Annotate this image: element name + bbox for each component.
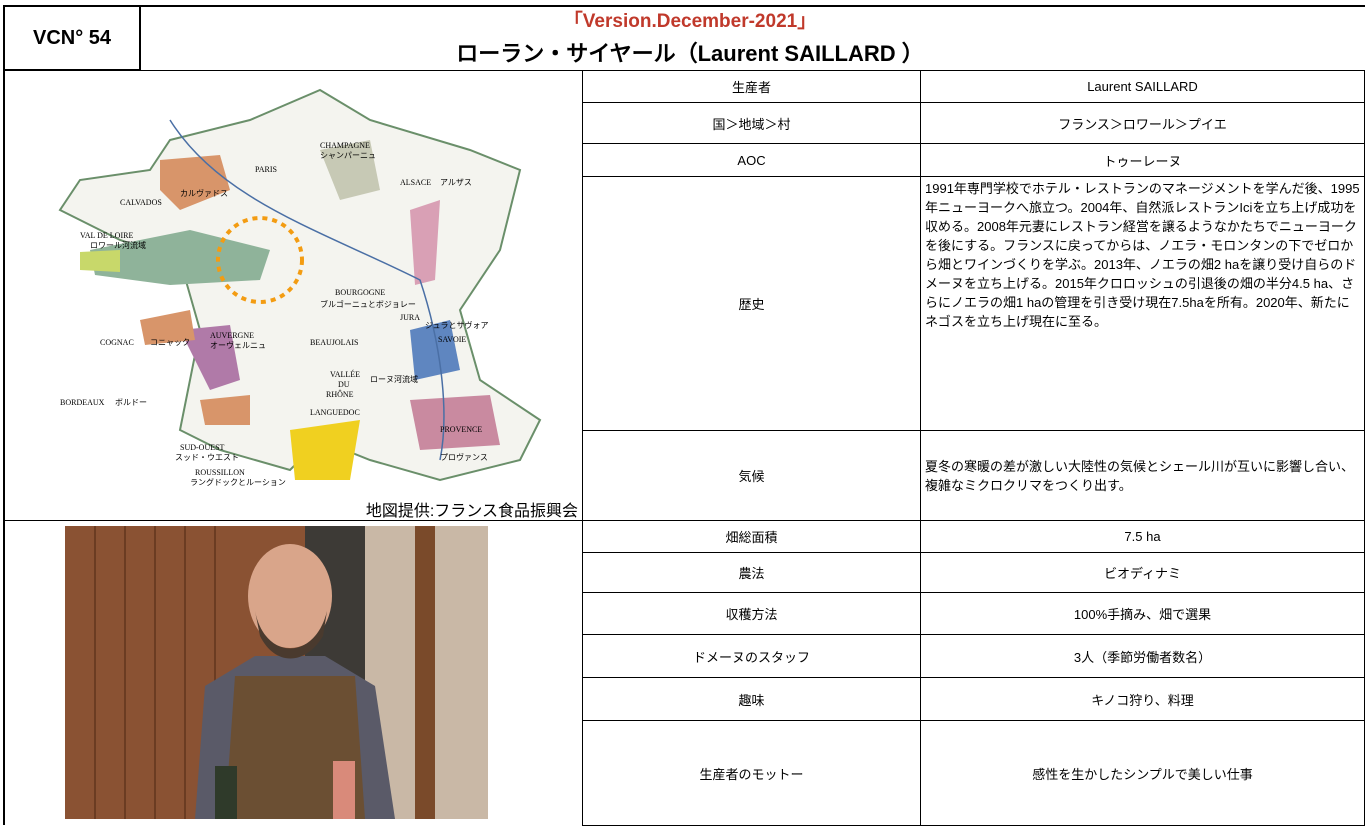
map-label: BOURGOGNE — [335, 288, 385, 297]
row-value: 感性を生かしたシンプルで美しい仕事 — [920, 720, 1365, 826]
row-label: 趣味 — [582, 677, 921, 721]
map-label: BORDEAUX — [60, 398, 105, 407]
map-label: ボルドー — [115, 398, 147, 407]
map-label: LANGUEDOC — [310, 408, 360, 417]
map-label: スッド・ウエスト — [175, 453, 239, 462]
map-label: アルザス — [440, 178, 472, 187]
version: 「Version.December-2021」 — [563, 11, 817, 32]
row-value: キノコ狩り、料理 — [920, 677, 1365, 721]
row-value: トゥーレーヌ — [920, 143, 1365, 177]
map-label: ローヌ河流域 — [370, 374, 418, 384]
map-caption: 地図提供:フランス食品振興会 — [365, 503, 578, 520]
row-value: 7.5 ha — [920, 520, 1365, 553]
map-label: BEAUJOLAIS — [310, 338, 358, 347]
map-label: VALLÉE — [330, 369, 360, 379]
map-label: ブルゴーニュとボジョレー — [320, 299, 416, 309]
row-value: 3人（季節労働者数名） — [920, 634, 1365, 678]
map-label: CHAMPAGNE — [320, 141, 370, 150]
row-value: ビオディナミ — [920, 552, 1365, 593]
row-value: Laurent SAILLARD — [920, 70, 1365, 103]
row-label: 農法 — [582, 552, 921, 593]
map-label: PROVENCE — [440, 425, 482, 434]
producer-photo — [65, 526, 488, 819]
row-label: 生産者のモットー — [582, 720, 921, 826]
map-label: CALVADOS — [120, 198, 162, 207]
map-label: SUD-OUEST — [180, 443, 225, 452]
map-label: SAVOIE — [438, 335, 466, 344]
map-label: シャンパーニュ — [320, 151, 376, 160]
map-label: DU — [338, 380, 350, 389]
map-label: JURA — [400, 313, 420, 322]
row-label: 畑総面積 — [582, 520, 921, 553]
row-value: フランス＞ロワール＞プイエ — [920, 102, 1365, 144]
map-label: ALSACE — [400, 178, 431, 187]
map-label: プロヴァンス — [440, 452, 488, 462]
map-label: AUVERGNE — [210, 331, 254, 340]
divider — [3, 520, 583, 521]
title: ローラン・サイヤール（Laurent SAILLARD ） — [456, 41, 924, 66]
row-value: 100%手摘み、畑で選果 — [920, 592, 1365, 635]
map-label: RHÔNE — [326, 389, 354, 399]
map-label: ロワール河流域 — [90, 240, 146, 250]
map-label: オーヴェルニュ — [210, 340, 266, 350]
map-label: ROUSSILLON — [195, 468, 245, 477]
code-box: VCN° 54 — [3, 5, 141, 71]
row-label: 歴史 — [582, 176, 921, 431]
map-label: PARIS — [255, 165, 277, 174]
row-value: 1991年専門学校でホテル・レストランのマネージメントを学んだ後、1995年ニュ… — [920, 176, 1365, 431]
row-label: 気候 — [582, 430, 921, 521]
row-label: 生産者 — [582, 70, 921, 103]
row-label: 収穫方法 — [582, 592, 921, 635]
map-label: ジュラとサヴォア — [425, 320, 488, 330]
row-label: ドメーヌのスタッフ — [582, 634, 921, 678]
map-label: カルヴァドス — [180, 188, 228, 198]
row-value: 夏冬の寒暖の差が激しい大陸性の気候とシェール川が互いに影響し合い、複雑なミクロク… — [920, 430, 1365, 521]
map-label: VAL DE LOIRE — [80, 231, 133, 240]
row-label: 国＞地域＞村 — [582, 102, 921, 144]
map-label: コニャック — [150, 338, 190, 347]
map-label: COGNAC — [100, 338, 134, 347]
map-label: ラングドックとルーション — [190, 477, 286, 487]
row-label: AOC — [582, 143, 921, 177]
